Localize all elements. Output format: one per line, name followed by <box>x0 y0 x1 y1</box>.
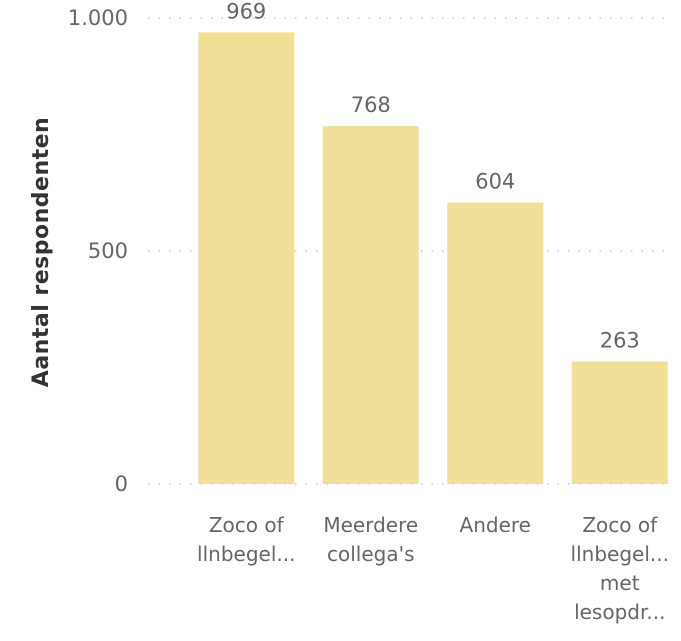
bars <box>198 32 668 485</box>
bar[interactable] <box>322 126 419 484</box>
data-label: 969 <box>226 0 266 23</box>
x-category-label: Andere <box>460 513 531 537</box>
data-label: 604 <box>475 170 515 194</box>
x-axis-categories: Zoco of llnbegel... Meerdere collega's Ander… <box>197 513 669 624</box>
y-tick-label: 1.000 <box>68 6 128 30</box>
bar[interactable] <box>571 361 668 484</box>
data-label: 263 <box>600 328 640 352</box>
data-label: 768 <box>351 93 391 117</box>
y-tick-label: 0 <box>115 472 128 496</box>
data-labels: 969 768 604 263 <box>226 0 640 352</box>
bar[interactable] <box>198 32 295 485</box>
x-category-label: Meerdere collega's <box>323 513 418 566</box>
y-axis-title: Aantal respondenten <box>29 117 54 387</box>
x-category-label: Zoco of llnbegel... met lesopdr... <box>571 513 669 624</box>
y-axis-ticks: 0 500 1.000 <box>68 6 128 496</box>
x-category-label: Zoco of llnbegel... <box>197 513 295 566</box>
y-tick-label: 500 <box>88 239 128 263</box>
bar[interactable] <box>447 202 544 484</box>
